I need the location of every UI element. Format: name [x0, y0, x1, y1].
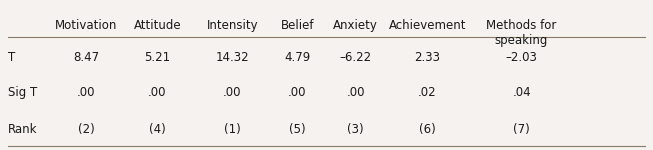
Text: Sig T: Sig T — [8, 86, 37, 99]
Text: 14.32: 14.32 — [215, 51, 249, 64]
Text: 8.47: 8.47 — [73, 51, 99, 64]
Text: Intensity: Intensity — [206, 19, 258, 32]
Text: (5): (5) — [289, 123, 306, 136]
Text: Belief: Belief — [281, 19, 314, 32]
Text: (3): (3) — [347, 123, 364, 136]
Text: 5.21: 5.21 — [144, 51, 170, 64]
Text: T: T — [8, 51, 15, 64]
Text: .00: .00 — [288, 86, 306, 99]
Text: (4): (4) — [149, 123, 166, 136]
Text: (6): (6) — [419, 123, 436, 136]
Text: Achievement: Achievement — [389, 19, 466, 32]
Text: Attitude: Attitude — [134, 19, 182, 32]
Text: –2.03: –2.03 — [505, 51, 537, 64]
Text: Methods for
speaking: Methods for speaking — [486, 19, 557, 47]
Text: Anxiety: Anxiety — [333, 19, 378, 32]
Text: .00: .00 — [223, 86, 242, 99]
Text: .02: .02 — [418, 86, 437, 99]
Text: .00: .00 — [148, 86, 167, 99]
Text: .00: .00 — [76, 86, 95, 99]
Text: (2): (2) — [78, 123, 94, 136]
Text: (7): (7) — [513, 123, 530, 136]
Text: 2.33: 2.33 — [414, 51, 440, 64]
Text: 4.79: 4.79 — [284, 51, 310, 64]
Text: .00: .00 — [347, 86, 365, 99]
Text: (1): (1) — [224, 123, 240, 136]
Text: .04: .04 — [512, 86, 531, 99]
Text: –6.22: –6.22 — [340, 51, 372, 64]
Text: Motivation: Motivation — [55, 19, 117, 32]
Text: Rank: Rank — [8, 123, 37, 136]
